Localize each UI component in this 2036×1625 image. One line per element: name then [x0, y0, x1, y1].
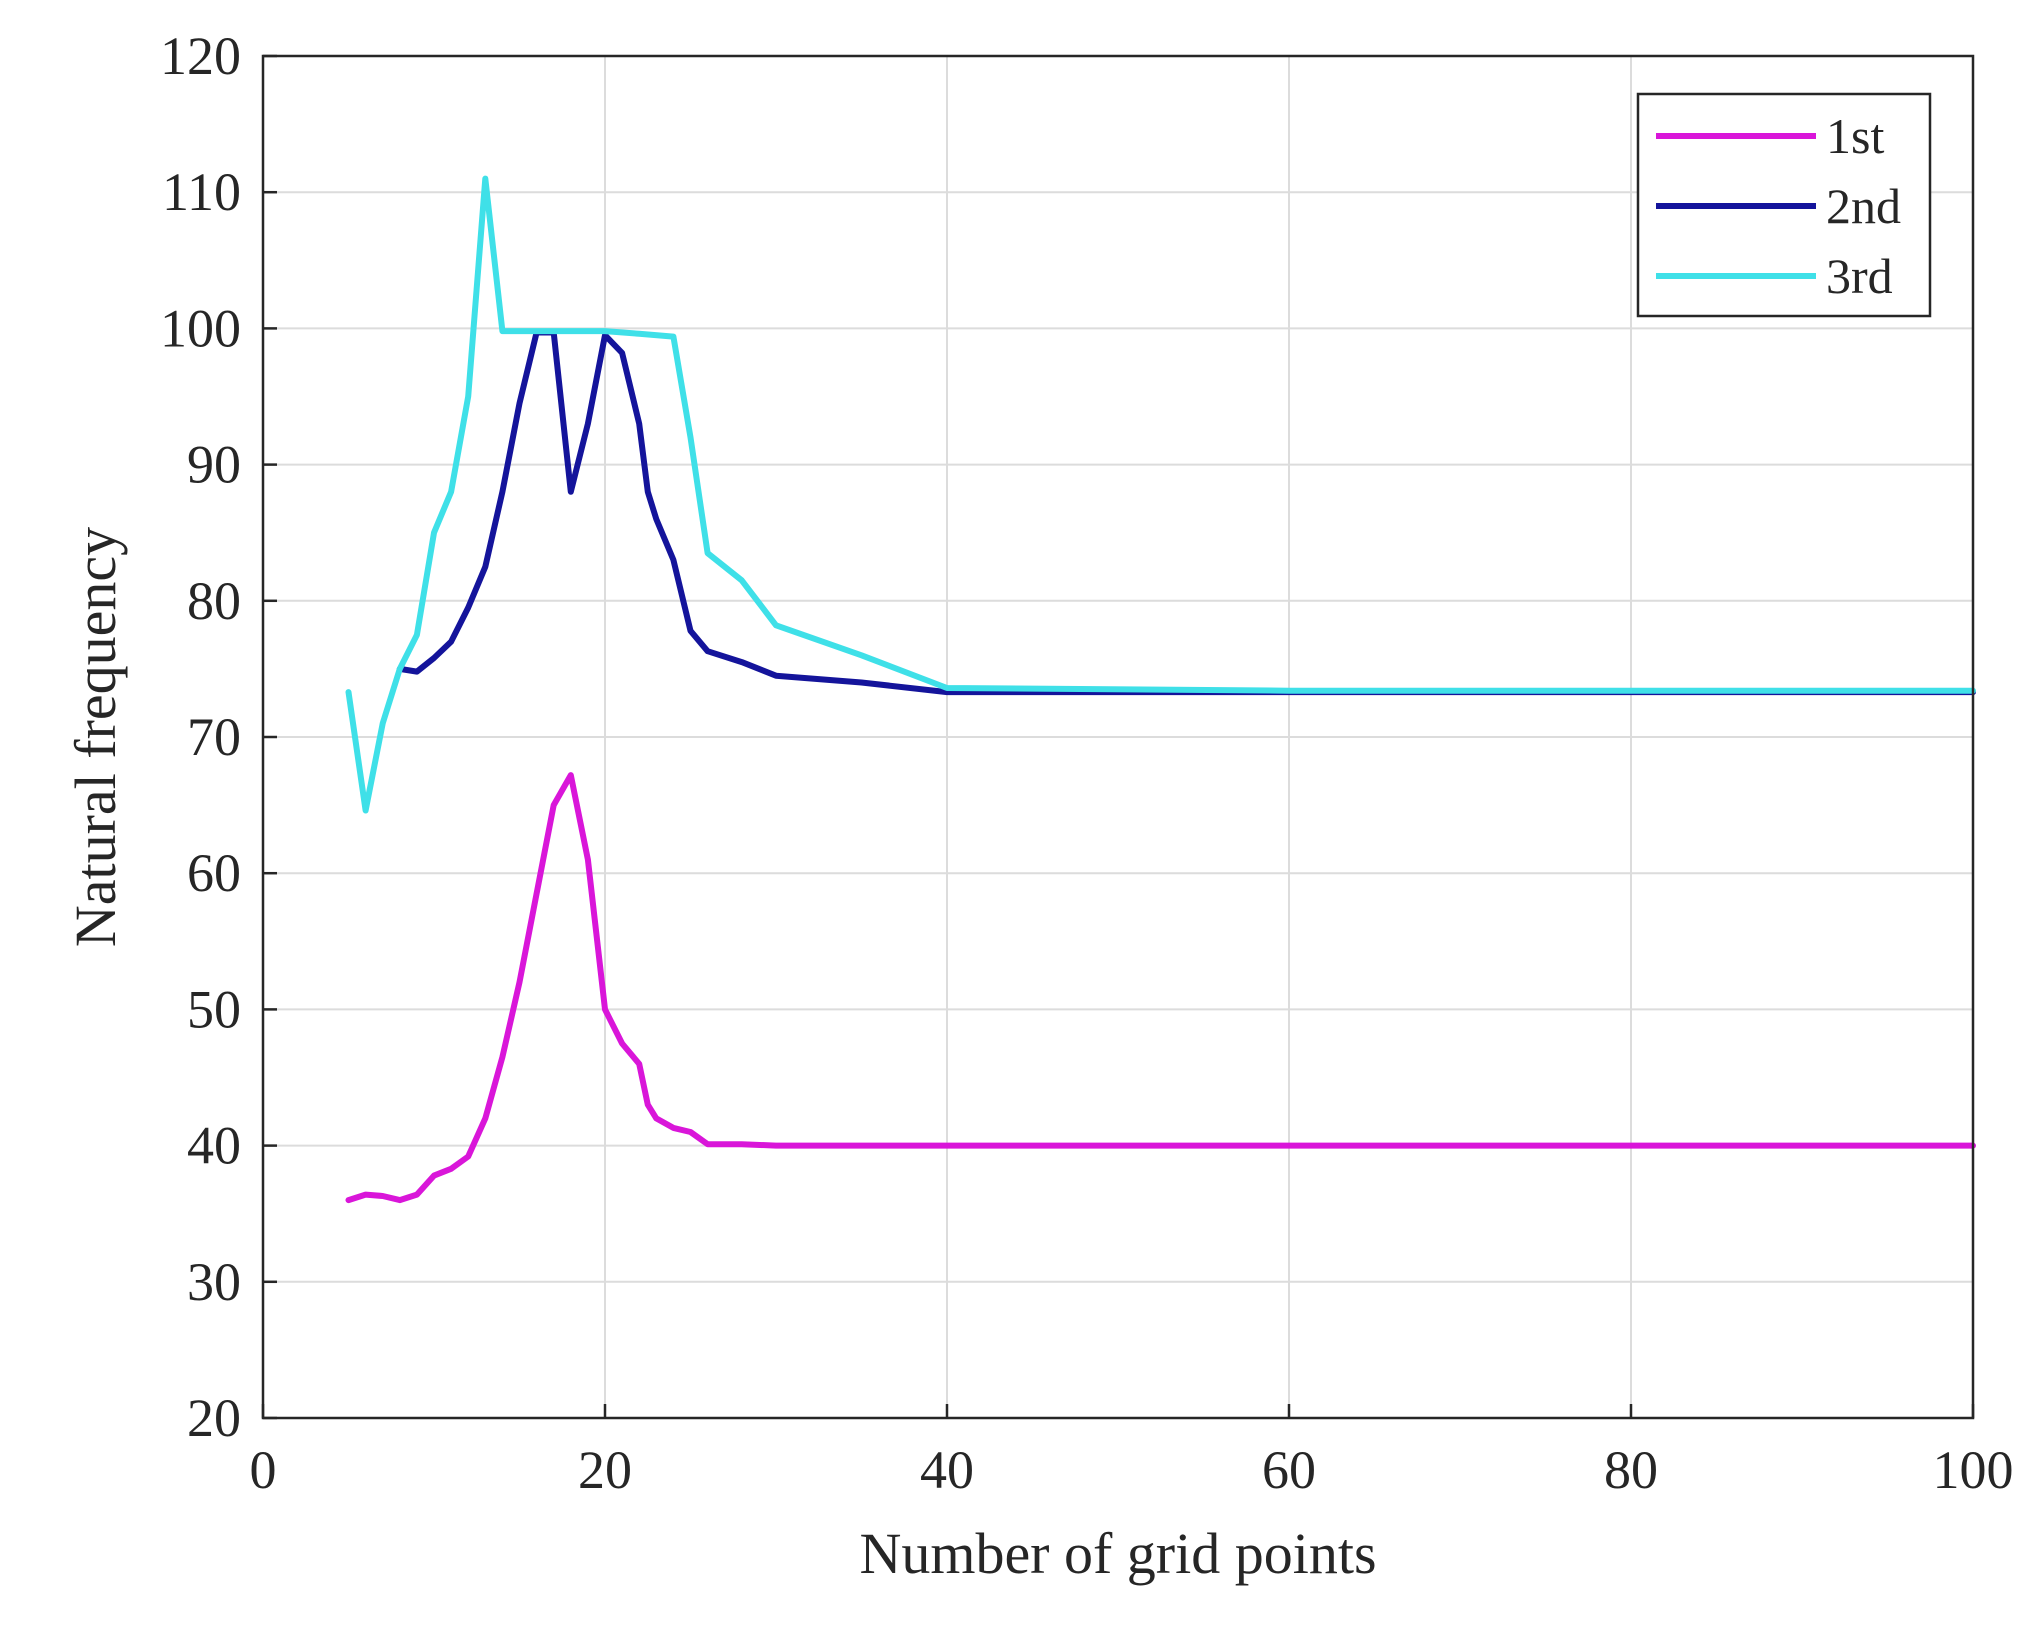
y-tick-label: 80 — [187, 571, 241, 631]
y-tick-label: 30 — [187, 1252, 241, 1312]
y-axis-tick-labels: 20 30 40 50 60 70 80 90 100 110 120 — [160, 26, 277, 1448]
y-tick-label: 120 — [160, 26, 241, 86]
y-tick-label: 90 — [187, 435, 241, 495]
y-tick-label: 20 — [187, 1388, 241, 1448]
x-tick-label: 40 — [920, 1440, 974, 1500]
y-tick-label: 40 — [187, 1116, 241, 1176]
x-axis-tick-labels: 0 20 40 60 80 100 — [250, 1404, 2014, 1500]
series-line-2nd — [396, 329, 1976, 696]
series-line-3rd — [345, 175, 1976, 814]
series-lines — [345, 175, 1976, 1204]
x-tick-label: 60 — [1262, 1440, 1316, 1500]
legend-label: 2nd — [1826, 178, 1901, 234]
y-tick-label: 110 — [162, 162, 241, 222]
legend-label: 1st — [1826, 108, 1884, 164]
y-axis-label: Natural frequency — [63, 527, 128, 947]
legend-label: 3rd — [1826, 248, 1893, 304]
y-tick-label: 70 — [187, 707, 241, 767]
x-tick-label: 100 — [1933, 1440, 2014, 1500]
x-tick-label: 0 — [250, 1440, 277, 1500]
x-axis-label: Number of grid points — [859, 1521, 1376, 1586]
legend: 1st 2nd 3rd — [1636, 92, 1932, 318]
y-tick-label: 100 — [160, 298, 241, 358]
y-tick-label: 60 — [187, 843, 241, 903]
x-tick-label: 80 — [1604, 1440, 1658, 1500]
y-tick-label: 50 — [187, 979, 241, 1039]
x-tick-label: 20 — [578, 1440, 632, 1500]
series-line-1st — [345, 772, 1976, 1204]
